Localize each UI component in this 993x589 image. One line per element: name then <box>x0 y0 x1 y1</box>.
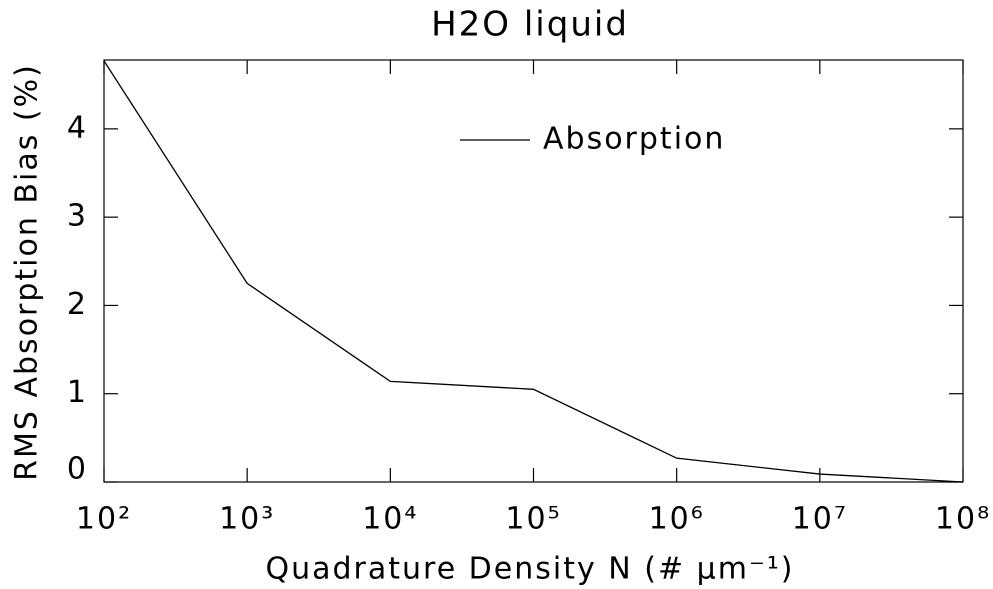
y-tick-label: 0 <box>67 452 88 487</box>
chart-title: H2O liquid <box>431 5 629 45</box>
x-tick-label: 10² <box>76 502 132 537</box>
x-tick-label: 10⁴ <box>362 502 418 537</box>
legend-label: Absorption <box>543 122 725 157</box>
x-tick-label: 10⁶ <box>649 502 705 537</box>
y-tick-label: 3 <box>67 199 88 234</box>
x-tick-label: 10³ <box>219 502 275 537</box>
data-line <box>103 60 964 483</box>
x-tick-label: 10⁵ <box>505 502 561 537</box>
y-axis-label: RMS Absorption Bias (%) <box>10 63 45 481</box>
x-tick-label: 10⁸ <box>935 502 991 537</box>
x-axis-label: Quadrature Density N (# μm⁻¹) <box>265 552 794 587</box>
y-tick-label: 1 <box>67 375 88 410</box>
x-tick-label: 10⁷ <box>792 502 848 537</box>
y-tick-label: 2 <box>67 287 88 322</box>
y-tick-label: 4 <box>67 110 88 145</box>
plot-frame <box>103 59 964 483</box>
